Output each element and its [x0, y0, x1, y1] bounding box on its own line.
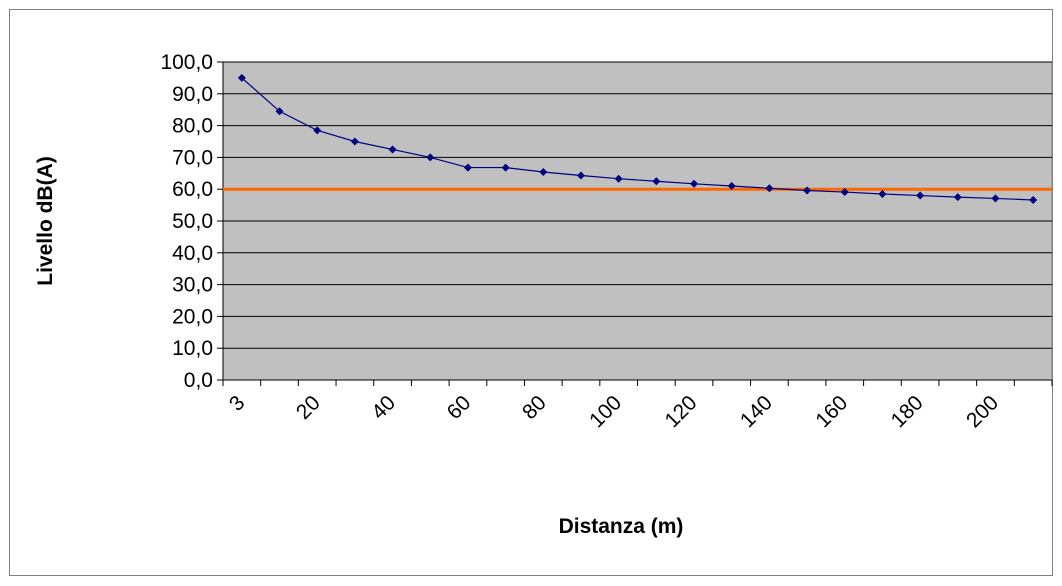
data-point [878, 189, 887, 198]
y-tick-label: 100,0 [160, 51, 213, 74]
x-tick-label: 200 [962, 391, 1003, 432]
x-tick-label: 180 [887, 391, 928, 432]
data-point [426, 153, 435, 162]
data-point [652, 177, 661, 186]
data-point [727, 182, 736, 191]
x-tick-label: 40 [367, 391, 400, 424]
y-axis-ticks: 0,0 10,0 20,0 30,0 40,0 50,0 60,0 70,0 80,0 90,0 1… [160, 51, 223, 392]
y-tick-label: 80,0 [172, 115, 213, 138]
x-tick-label: 3 [225, 391, 250, 416]
data-point [501, 163, 510, 172]
y-tick-label: 20,0 [172, 305, 213, 328]
y-tick-label: 10,0 [172, 337, 213, 360]
x-tick-label: 20 [292, 391, 325, 424]
y-tick-label: 40,0 [172, 242, 213, 265]
x-tick-label: 80 [518, 391, 551, 424]
series-points [237, 73, 1038, 205]
data-point [576, 171, 585, 180]
x-tick-label: 120 [661, 391, 702, 432]
y-axis-title: Livello dB(A) [34, 156, 57, 286]
y-tick-label: 0,0 [184, 369, 213, 392]
data-point [953, 193, 962, 202]
data-point [690, 179, 699, 188]
y-tick-label: 30,0 [172, 274, 213, 297]
data-point [388, 145, 397, 154]
data-point [1029, 196, 1038, 205]
data-point [840, 188, 849, 197]
x-axis-ticks: 3 20 40 60 80 100 120 140 160 180 200 [222, 380, 1053, 432]
x-axis-title: Distanza (m) [559, 515, 684, 538]
y-tick-label: 70,0 [172, 146, 213, 169]
data-point [275, 107, 284, 116]
y-tick-label: 90,0 [172, 83, 213, 106]
data-point [539, 168, 548, 177]
data-point [313, 126, 322, 135]
data-point [463, 163, 472, 172]
data-point [614, 174, 623, 183]
x-tick-label: 140 [736, 391, 777, 432]
data-point [765, 184, 774, 193]
x-tick-label: 60 [443, 391, 476, 424]
series-line [241, 77, 1034, 201]
x-tick-label: 100 [585, 391, 626, 432]
data-point [916, 191, 925, 200]
x-tick-label: 160 [811, 391, 852, 432]
y-tick-label: 60,0 [172, 178, 213, 201]
data-point [350, 137, 359, 146]
y-tick-label: 50,0 [172, 210, 213, 233]
data-point [803, 186, 812, 195]
data-point [991, 194, 1000, 203]
data-point [237, 73, 246, 82]
